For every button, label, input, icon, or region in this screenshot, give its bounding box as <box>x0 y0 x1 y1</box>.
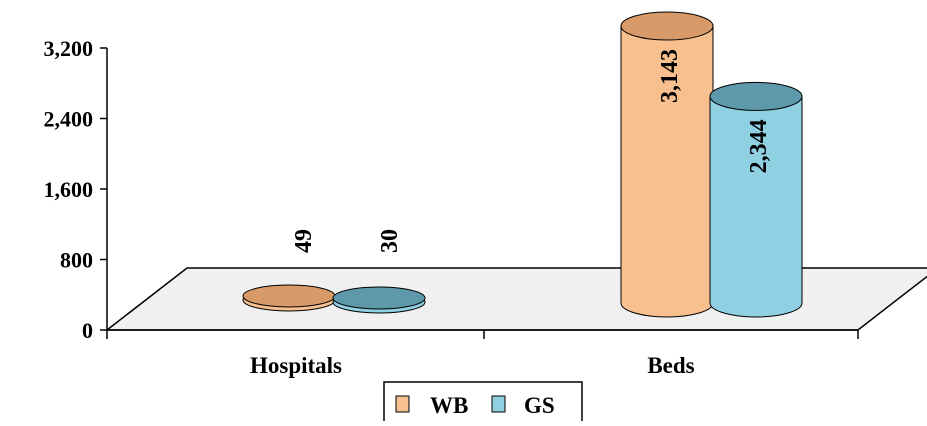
data-label-wb-hospitals: 49 <box>291 229 317 253</box>
legend-box <box>383 381 583 423</box>
data-label-gs-hospitals: 30 <box>377 229 403 253</box>
legend-label-gs: GS <box>524 393 555 418</box>
legend-swatch-gs <box>491 395 506 413</box>
bar-top <box>620 11 714 41</box>
legend: WB GS <box>383 381 583 423</box>
y-tick-label: 800 <box>60 248 93 273</box>
data-labels: 49 30 3,143 2,344 <box>291 49 772 253</box>
y-tick-label: 1,600 <box>44 177 94 202</box>
bar-wb-hospitals <box>242 284 336 312</box>
y-axis-ticks: 0 800 1,600 2,400 3,200 <box>44 36 107 343</box>
bar-gs-beds <box>709 81 803 318</box>
x-axis-ticks <box>106 330 859 339</box>
data-label-gs-beds: 2,344 <box>746 119 772 173</box>
chart-floor <box>104 267 927 331</box>
data-label-wb-beds: 3,143 <box>657 49 683 103</box>
category-label: Beds <box>647 353 694 378</box>
bar-top <box>709 81 803 111</box>
bar-top <box>242 284 336 308</box>
bar-gs-hospitals <box>332 286 426 314</box>
y-tick-label: 2,400 <box>44 107 94 132</box>
legend-label-wb: WB <box>430 393 468 418</box>
category-label: Hospitals <box>250 353 342 378</box>
legend-swatch-wb <box>395 395 410 413</box>
bar-body <box>709 95 803 318</box>
y-tick-label: 3,200 <box>44 36 94 61</box>
bar-series <box>242 11 803 318</box>
bar-top <box>332 286 426 310</box>
category-labels: Hospitals Beds <box>250 353 695 378</box>
y-tick-label: 0 <box>82 318 93 343</box>
